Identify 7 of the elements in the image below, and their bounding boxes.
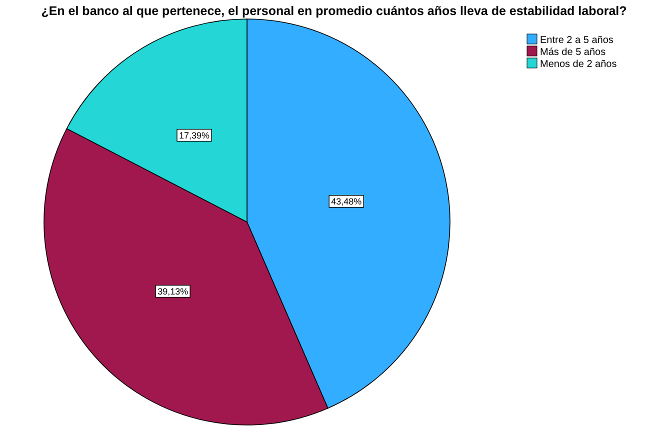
legend-label: Menos de 2 años <box>540 59 617 70</box>
data-label: 43,48% <box>331 196 362 206</box>
legend-label: Entre 2 a 5 años <box>540 35 614 46</box>
data-label: 39,13% <box>158 286 188 296</box>
data-label: 17,39% <box>179 130 210 140</box>
legend-label: Más de 5 años <box>540 47 606 58</box>
chart-title: ¿En el banco al que pertenece, el personal en promedio cuántos años lleva de estabilidad laboral? <box>41 4 627 18</box>
